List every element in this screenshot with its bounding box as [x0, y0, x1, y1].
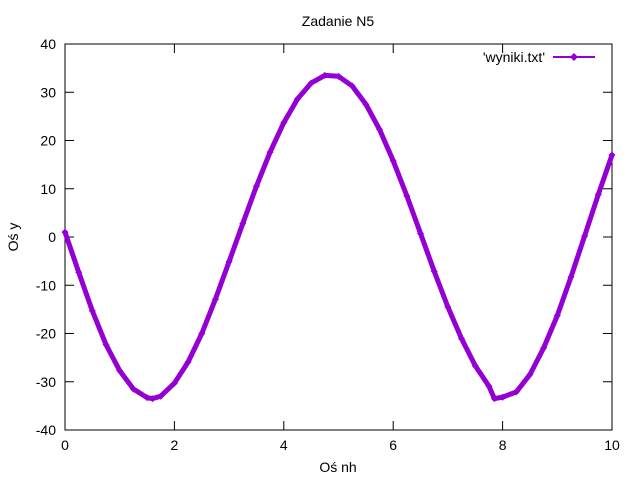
- series-point: [157, 392, 165, 400]
- x-tick-label: 0: [61, 437, 69, 453]
- series-point: [252, 182, 260, 190]
- series-point: [335, 72, 342, 80]
- series-point: [348, 82, 356, 90]
- series-point: [458, 335, 466, 343]
- series-point: [266, 148, 274, 156]
- series-point: [567, 273, 575, 281]
- series-point: [499, 393, 507, 401]
- series-point: [594, 191, 602, 199]
- legend-label: 'wyniki.txt': [483, 49, 545, 65]
- series-point: [225, 258, 233, 266]
- series-point: [143, 394, 151, 402]
- series-point: [129, 385, 137, 393]
- series-point: [61, 228, 69, 236]
- y-tick-label: -30: [36, 374, 56, 390]
- y-tick-label: -20: [36, 326, 56, 342]
- x-tick-label: 6: [389, 437, 397, 453]
- series-point: [485, 382, 493, 390]
- y-tick-label: 10: [40, 181, 56, 197]
- y-tick-label: 0: [48, 229, 56, 245]
- series-point: [239, 219, 247, 227]
- series-point: [417, 230, 425, 238]
- y-tick-label: 40: [40, 36, 56, 52]
- series-point: [307, 79, 315, 87]
- series-point: [581, 232, 589, 240]
- series-point: [526, 371, 534, 379]
- series-point: [198, 330, 206, 337]
- y-ticks: -40 -30 -20 -10 0 10 20 30 40: [36, 36, 612, 438]
- legend-marker: [570, 53, 578, 61]
- series-point: [116, 367, 124, 375]
- series-point: [88, 307, 96, 315]
- series-point: [75, 268, 83, 276]
- legend: 'wyniki.txt': [483, 49, 595, 65]
- y-tick-label: -10: [36, 277, 56, 293]
- series-point: [389, 157, 397, 165]
- series-point: [512, 388, 520, 396]
- x-ticks: 0 2 4 6 8 10: [61, 44, 620, 453]
- series-point: [471, 362, 479, 370]
- y-tick-label: -40: [36, 422, 56, 438]
- series-point: [321, 71, 329, 79]
- series-point: [280, 119, 288, 127]
- x-tick-label: 2: [171, 437, 179, 453]
- series-layer: [61, 71, 616, 403]
- chart-title: Zadanie N5: [302, 13, 375, 29]
- series-point: [102, 341, 110, 349]
- series-point: [490, 395, 498, 403]
- series-point: [444, 303, 452, 311]
- series-point: [430, 267, 438, 275]
- series-point: [403, 192, 411, 200]
- y-axis-label: Oś y: [5, 223, 21, 252]
- x-axis-label: Oś nh: [319, 459, 356, 475]
- series-point: [170, 379, 178, 387]
- x-tick-label: 8: [499, 437, 507, 453]
- y-tick-label: 20: [40, 133, 56, 149]
- series-point: [184, 358, 192, 366]
- y-tick-label: 30: [40, 84, 56, 100]
- x-tick-label: 10: [604, 437, 620, 453]
- series-point: [553, 312, 561, 320]
- series-point: [540, 344, 548, 352]
- series-point: [149, 395, 157, 403]
- series-point: [362, 100, 370, 108]
- series-point: [211, 295, 219, 303]
- series-point: [608, 151, 616, 159]
- series-point: [376, 125, 384, 133]
- series-point: [293, 95, 301, 103]
- x-tick-label: 4: [280, 437, 288, 453]
